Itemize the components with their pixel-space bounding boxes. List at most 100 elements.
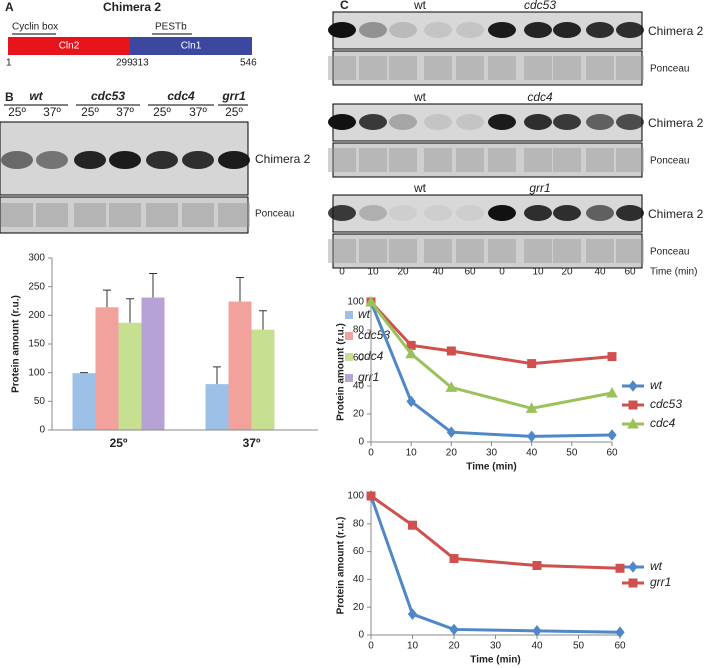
time-label: 60 [624,267,636,278]
y-tick-label: 100 [28,367,45,378]
x-tick-label: 20 [446,448,458,459]
band [328,205,356,221]
legend-swatch [345,311,353,319]
ponceau-band [1,203,33,227]
band [553,114,581,130]
panel-label: B [5,90,14,104]
temperature-label: 25º [81,105,99,119]
y-tick-label: 60 [353,353,365,364]
band [553,205,581,221]
marker [408,520,417,530]
y-tick-label: 100 [347,491,364,502]
marker [532,625,542,637]
ponceau-band [616,239,644,263]
axes [370,302,612,443]
legend-label: grr1 [358,370,379,384]
legend-marker [628,380,638,392]
band [488,22,516,38]
band [524,205,552,221]
temperature-labels: 25º 37º 25º 37º 25º 37º 25º [8,105,243,119]
ponceau-band [146,203,178,227]
ponceau-band [359,148,387,172]
ponceau-band [586,148,614,172]
band [456,205,484,221]
ponceau-band [424,56,452,80]
marker [445,381,458,392]
ponceau-band [456,56,484,80]
time-label: 20 [561,267,573,278]
band [524,114,552,130]
marker [365,295,377,307]
position-label: 299 [116,58,133,69]
band [586,205,614,221]
y-tick-label: 0 [358,437,364,448]
legend-label: grr1 [650,575,671,589]
x-tick-label: 20 [448,641,460,652]
marker [615,563,625,573]
group-label: cdc53 [524,0,556,12]
time-label: 60 [464,267,476,278]
y-tick-label: 300 [28,253,45,264]
ponceau-band [389,239,417,263]
band [456,22,484,38]
y-tick-label: 20 [353,602,365,613]
band [359,205,387,221]
ponceau-band [424,148,452,172]
legend-label: wt [358,307,371,321]
temperature-label: 37º [189,105,207,119]
band [586,22,614,38]
band [553,22,581,38]
band [389,114,417,130]
ponceau-band [389,148,417,172]
band [218,151,250,169]
segment-label: Cln1 [181,41,202,52]
x-tick-label: 40 [526,448,538,459]
blot-ponceau [332,50,643,86]
band [109,151,141,169]
band [488,205,516,221]
ponceau-band [456,239,484,263]
marker [615,626,625,639]
time-axis-label: Time (min) [650,267,697,278]
x-tick-label: 30 [486,448,498,459]
legend-swatch [345,374,353,382]
x-tick-label: 10 [406,448,418,459]
marker [449,623,459,636]
band [389,205,417,221]
y-tick-label: 80 [353,325,365,336]
strain-label: cdc4 [167,89,195,103]
temperature-label: 25º [225,105,243,119]
ponceau-band [389,56,417,80]
ponceau-band [359,239,387,263]
marker [532,561,542,570]
ponceau-band [456,148,484,172]
legend-label: cdc53 [650,397,682,411]
series-line [369,495,621,634]
y-tick-label: 0 [39,425,45,436]
ponceau-band [524,56,552,80]
axes [51,258,318,431]
band [616,22,644,38]
cln2-segment [8,37,130,55]
error-bar [149,272,157,298]
legend-marker [627,417,639,429]
row-label: Chimera 2 [648,116,704,130]
x-tick-label: 40 [531,641,543,652]
ponceau-band [488,56,516,80]
error-bar [126,298,134,323]
marker [366,491,376,501]
ponceau-band [488,239,516,263]
y-tick-label: 80 [353,518,365,529]
y-tick-label: 60 [353,546,365,557]
marker [449,554,459,564]
strain-label: grr1 [221,89,246,103]
y-tick-label: 20 [353,409,365,420]
cln1-segment [130,37,252,55]
band [1,151,33,169]
strain-label: wt [29,89,43,103]
strain-label: cdc53 [91,89,125,103]
row-label: Ponceau [650,64,689,75]
band [359,114,387,130]
legend-marker [628,578,638,588]
